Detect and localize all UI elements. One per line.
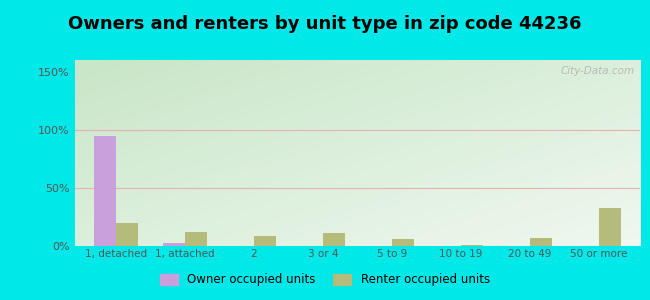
Text: Owners and renters by unit type in zip code 44236: Owners and renters by unit type in zip c… — [68, 15, 582, 33]
Bar — [530, 238, 552, 246]
Bar — [254, 236, 276, 246]
Bar — [461, 245, 483, 246]
Legend: Owner occupied units, Renter occupied units: Owner occupied units, Renter occupied un… — [155, 269, 495, 291]
Bar — [116, 223, 138, 246]
Bar — [94, 136, 116, 246]
Bar — [185, 232, 207, 246]
Bar — [163, 242, 185, 246]
Bar — [392, 239, 414, 246]
Bar — [323, 233, 345, 246]
Bar — [599, 208, 621, 246]
Text: City-Data.com: City-Data.com — [560, 66, 634, 76]
